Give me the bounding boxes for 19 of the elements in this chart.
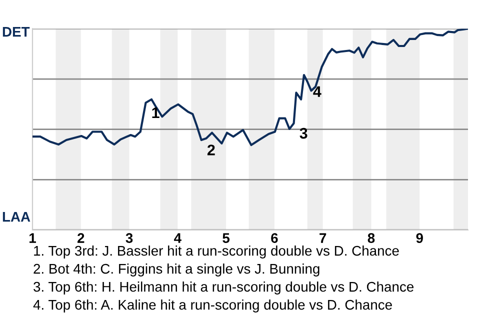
x-tick-label: 6	[271, 233, 278, 243]
annotation: 2	[207, 144, 215, 156]
x-tick-label: 1	[30, 233, 36, 243]
text: 2. Bot 4th: C. Figgins hit a single vs J. Bunning	[34, 264, 320, 276]
annotation: 4	[313, 86, 322, 97]
x-tick-label: 3	[126, 233, 133, 243]
text: 1. Top 3rd: J. Bassler hit a run-scoring double vs D. Chance	[34, 246, 399, 258]
text: DET	[2, 27, 30, 37]
annotation: 1	[152, 108, 160, 118]
annotation: 3	[300, 128, 308, 139]
x-tick-label: 7	[320, 233, 326, 243]
x-tick-label: 4	[174, 233, 182, 243]
text: 3. Top 6th: H. Heilmann hit a run-scoring double vs D. Chance	[34, 282, 414, 294]
x-tick-label: 5	[222, 233, 230, 243]
x-tick-label: 8	[368, 233, 375, 243]
x-tick-label: 2	[78, 233, 84, 243]
x-tick-label: 9	[416, 233, 423, 243]
text: 4. Top 6th: A. Kaline hit a run-scoring double vs D. Chance	[33, 300, 392, 312]
text: LAA	[2, 212, 30, 222]
